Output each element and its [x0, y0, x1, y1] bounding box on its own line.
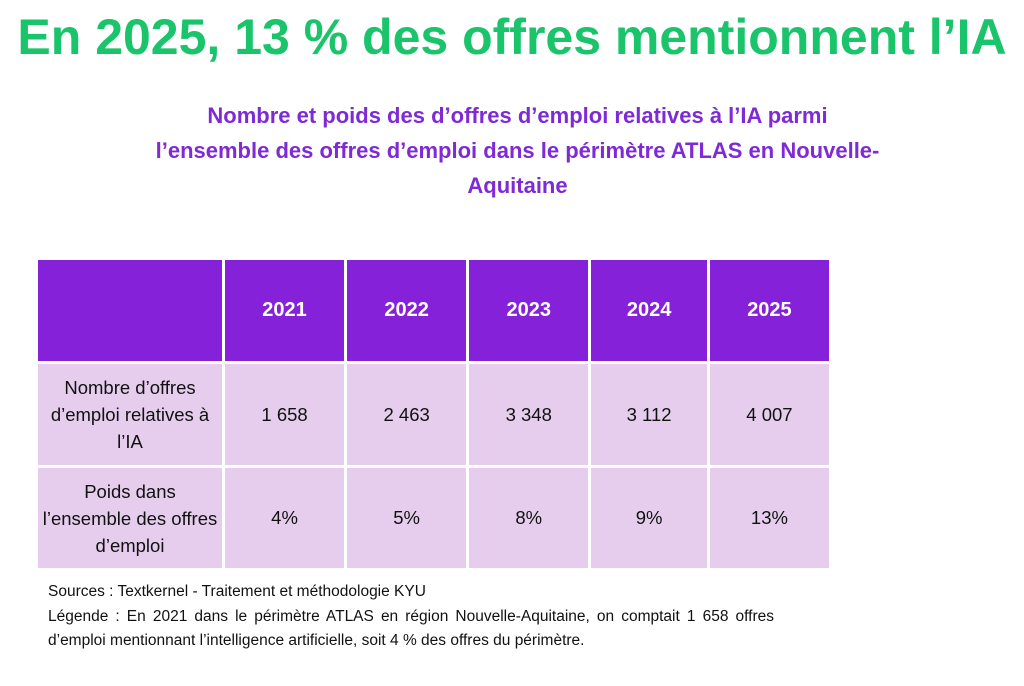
table-notes: Sources : Textkernel - Traitement et mét… [48, 580, 774, 654]
count-2023: 3 348 [469, 364, 589, 465]
header-year-2021: 2021 [225, 260, 345, 361]
share-2021: 4% [225, 468, 345, 568]
row-label-share: Poids dans l’ensemble des offres d’emplo… [38, 468, 222, 568]
share-2022: 5% [347, 468, 467, 568]
table-row-share: Poids dans l’ensemble des offres d’emplo… [38, 468, 829, 568]
header-year-2024: 2024 [591, 260, 707, 361]
row-label-count: Nombre d’offres d’emploi relatives à l’I… [38, 364, 222, 465]
header-corner-cell [38, 260, 222, 361]
count-2025: 4 007 [709, 364, 829, 465]
header-year-2022: 2022 [347, 260, 467, 361]
header-year-2023: 2023 [469, 260, 589, 361]
ai-job-offers-table: 2021 2022 2023 2024 2025 Nombre d’offres… [35, 257, 832, 571]
count-2022: 2 463 [347, 364, 467, 465]
header-year-2025: 2025 [709, 260, 829, 361]
table-header-row: 2021 2022 2023 2024 2025 [38, 260, 829, 361]
count-2024: 3 112 [591, 364, 707, 465]
share-2025: 13% [709, 468, 829, 568]
page-headline: En 2025, 13 % des offres mentionnent l’I… [17, 9, 1007, 65]
table-row-count: Nombre d’offres d’emploi relatives à l’I… [38, 364, 829, 465]
sources-note: Sources : Textkernel - Traitement et mét… [48, 583, 426, 600]
share-2024: 9% [591, 468, 707, 568]
share-2023: 8% [469, 468, 589, 568]
legend-note: Légende : En 2021 dans le périmètre ATLA… [48, 607, 774, 650]
count-2021: 1 658 [225, 364, 345, 465]
table-title: Nombre et poids des d’offres d’emploi re… [155, 103, 880, 198]
